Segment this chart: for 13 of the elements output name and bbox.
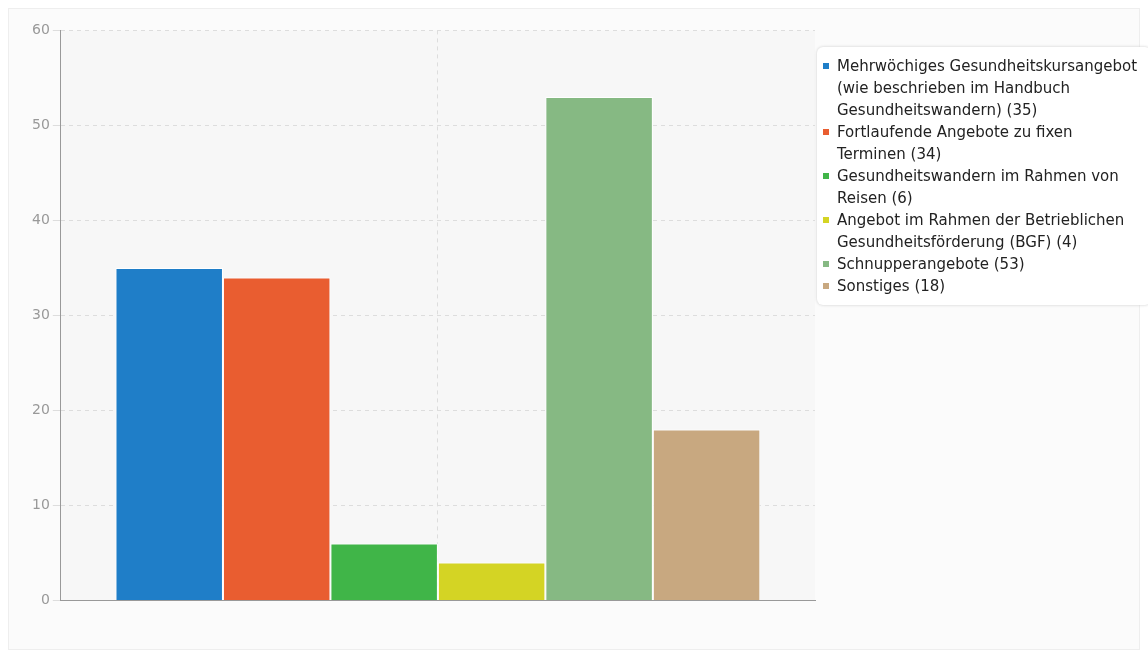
y-tick-label: 60 <box>31 21 50 38</box>
legend-label: Gesundheitswandern im Rahmen von Reisen (6) <box>837 166 1120 209</box>
y-tick-label: 0 <box>40 591 50 608</box>
legend-label: Angebot im Rahmen der Betrieblichen Gesundheitsförderung (BGF) (4) <box>837 210 1126 253</box>
legend-label: Mehrwöchiges Gesundheitskursangebot (wie beschrieben im Handbuch Gesundheitswandern) (35) <box>837 56 1139 121</box>
y-tick-label: 20 <box>31 401 50 418</box>
y-tick-label: 10 <box>31 496 50 513</box>
legend-label: Sonstiges (18) <box>837 276 946 297</box>
legend-label: Fortlaufende Angebote zu fixen Terminen (34) <box>837 122 1074 165</box>
y-tick-label: 50 <box>31 116 50 133</box>
legend-label: Schnupperangebote (53) <box>837 254 1025 275</box>
y-tick-label: 40 <box>31 211 50 228</box>
y-tick-label: 30 <box>31 306 50 323</box>
